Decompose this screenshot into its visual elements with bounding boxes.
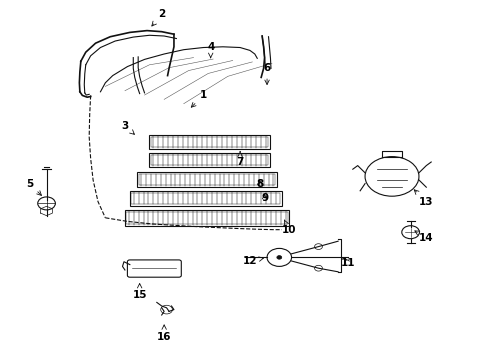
- Text: 8: 8: [256, 179, 263, 189]
- Text: 10: 10: [282, 220, 296, 235]
- Text: 15: 15: [132, 284, 147, 300]
- Text: 2: 2: [152, 9, 165, 26]
- Text: 13: 13: [414, 190, 434, 207]
- Text: 1: 1: [191, 90, 207, 107]
- Bar: [149, 135, 270, 149]
- Text: 7: 7: [236, 152, 244, 167]
- Text: 16: 16: [157, 325, 172, 342]
- Bar: [126, 212, 288, 224]
- Bar: [151, 137, 268, 147]
- Bar: [149, 153, 270, 167]
- Text: 4: 4: [207, 42, 215, 58]
- Text: 14: 14: [415, 231, 434, 243]
- Text: 11: 11: [341, 258, 355, 268]
- Circle shape: [277, 256, 282, 259]
- Text: 6: 6: [264, 63, 270, 85]
- Bar: [137, 172, 277, 187]
- Text: 9: 9: [261, 193, 268, 203]
- Text: 3: 3: [122, 121, 134, 134]
- Text: 12: 12: [243, 256, 264, 266]
- Bar: [151, 155, 268, 165]
- Bar: [139, 174, 275, 185]
- Text: 5: 5: [26, 179, 42, 195]
- Bar: [130, 191, 282, 206]
- Bar: [125, 210, 289, 226]
- Bar: [131, 193, 280, 204]
